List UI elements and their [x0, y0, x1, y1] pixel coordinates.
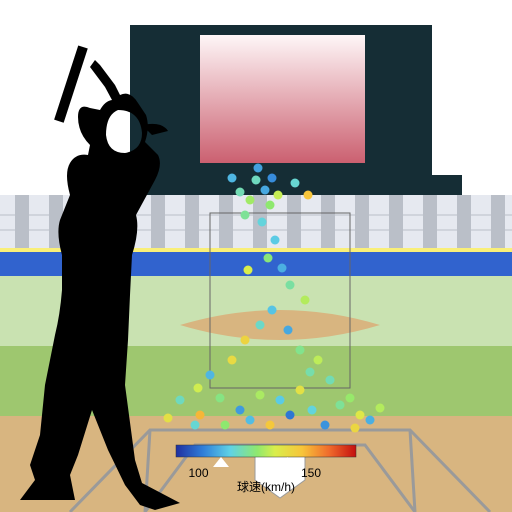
legend-title: 球速(km/h) [237, 480, 295, 494]
pitch-point [191, 421, 200, 430]
pitch-point [268, 174, 277, 183]
pitch-point [286, 281, 295, 290]
pitch-point [241, 211, 250, 220]
pitch-point [351, 424, 360, 433]
pitch-point [286, 411, 295, 420]
pitch-point [228, 356, 237, 365]
pitch-point [246, 196, 255, 205]
scoreboard [100, 25, 462, 215]
pitch-point [261, 186, 270, 195]
pitch-point [284, 326, 293, 335]
pitch-point [216, 394, 225, 403]
pitch-point [306, 368, 315, 377]
pitch-point [278, 264, 287, 273]
pitch-point [301, 296, 310, 305]
pitch-point [246, 416, 255, 425]
legend-tick: 100 [188, 466, 208, 480]
pitch-point [356, 411, 365, 420]
pitch-location-chart: 100 150 球速(km/h) [0, 0, 512, 512]
pitch-point [366, 416, 375, 425]
pitch-point [252, 176, 261, 185]
pitch-point [376, 404, 385, 413]
pitch-point [266, 421, 275, 430]
pitch-point [266, 201, 275, 210]
pitch-point [314, 356, 323, 365]
pitch-point [264, 254, 273, 263]
legend-tick: 150 [301, 466, 321, 480]
pitch-point [256, 321, 265, 330]
pitch-point [256, 391, 265, 400]
pitch-point [308, 406, 317, 415]
pitch-point [194, 384, 203, 393]
pitch-point [164, 414, 173, 423]
pitch-point [176, 396, 185, 405]
pitch-point [291, 179, 300, 188]
pitch-point [336, 401, 345, 410]
pitch-point [254, 164, 263, 173]
pitch-point [296, 346, 305, 355]
pitch-point [236, 188, 245, 197]
pitch-point [258, 218, 267, 227]
pitch-point [346, 394, 355, 403]
pitch-point [241, 336, 250, 345]
pitch-point [274, 191, 283, 200]
pitch-point [296, 386, 305, 395]
pitch-point [326, 376, 335, 385]
pitch-point [244, 266, 253, 275]
pitch-point [228, 174, 237, 183]
pitch-point [271, 236, 280, 245]
pitch-point [276, 396, 285, 405]
pitch-point [304, 191, 313, 200]
pitch-point [206, 371, 215, 380]
pitch-point [268, 306, 277, 315]
pitch-point [236, 406, 245, 415]
pitch-point [196, 411, 205, 420]
pitch-point [221, 421, 230, 430]
pitch-point [321, 421, 330, 430]
